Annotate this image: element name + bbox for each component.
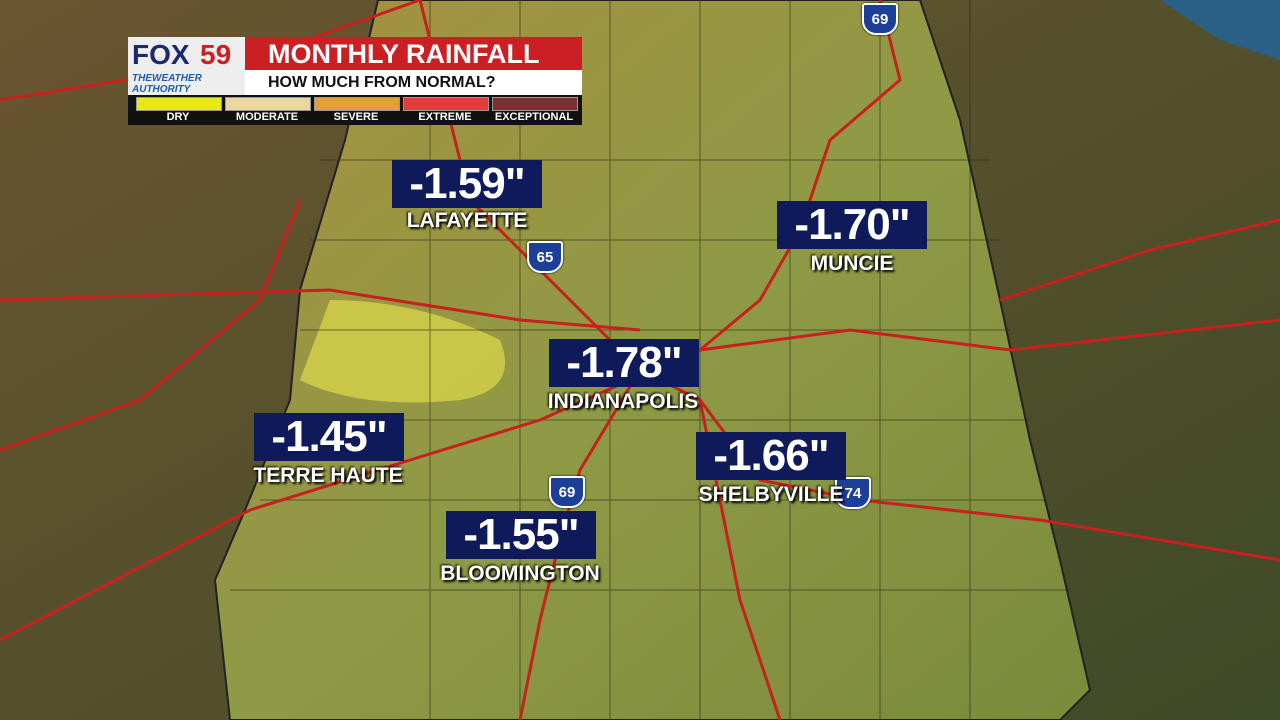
city-name: LAFAYETTE (406, 209, 528, 232)
city-name: MUNCIE (810, 252, 894, 275)
city-name: INDIANAPOLIS (547, 390, 699, 413)
rainfall-value: -1.70" (777, 201, 927, 249)
city-name: SHELBYVILLE (698, 483, 844, 506)
legend-swatch (314, 97, 400, 111)
interstate-shield: 65 (527, 241, 563, 273)
rainfall-value: -1.55" (446, 511, 596, 559)
interstate-shield: 69 (862, 3, 898, 35)
rainfall-value: -1.45" (254, 413, 404, 461)
legend-label: DRY (166, 111, 190, 123)
legend-swatch (225, 97, 311, 111)
legend-swatch (403, 97, 489, 111)
rainfall-value: -1.59" (392, 160, 542, 208)
legend-swatch (492, 97, 578, 111)
rainfall-value: -1.66" (696, 432, 846, 480)
logo: FOX 59 THEWEATHER AUTHORITY (128, 37, 245, 95)
drought-area (300, 300, 505, 403)
rainfall-value: -1.78" (549, 339, 699, 387)
city-name: TERRE HAUTE (253, 464, 403, 487)
brand: FOX (132, 39, 190, 70)
legend-swatch (136, 97, 222, 111)
legend-label: SEVERE (333, 111, 379, 123)
legend-label: EXTREME (418, 111, 472, 123)
header: FOX 59 THEWEATHER AUTHORITY MONTHLY RAIN… (128, 37, 582, 125)
interstate-shield: 74 (835, 477, 871, 509)
city-name: BLOOMINGTON (440, 562, 600, 585)
interstate-shield: 69 (549, 476, 585, 508)
title: MONTHLY RAINFALL (268, 39, 540, 69)
legend-label: EXCEPTIONAL (494, 111, 574, 123)
lake (1160, 0, 1280, 60)
tagline: THEWEATHER AUTHORITY (132, 73, 202, 95)
subtitle: HOW MUCH FROM NORMAL? (268, 74, 496, 91)
legend-label: MODERATE (235, 111, 299, 123)
channel: 59 (200, 39, 232, 70)
